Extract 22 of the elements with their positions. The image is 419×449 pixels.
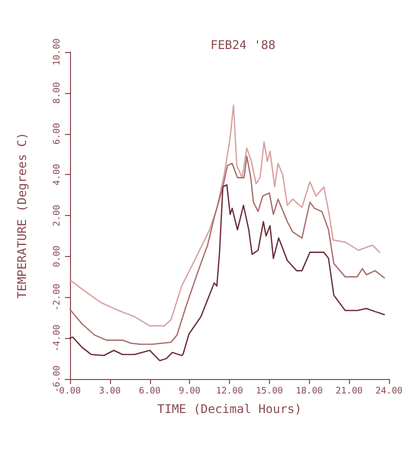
y-tick-label: 8.00 xyxy=(52,82,62,104)
x-tick-label: 21.00 xyxy=(336,386,363,396)
line-series xyxy=(69,184,385,362)
x-tick-label: 6.00 xyxy=(138,386,161,396)
y-tick-label: 2.00 xyxy=(52,204,62,226)
y-tick-label: 4.00 xyxy=(52,164,62,186)
x-tick-label: 12.00 xyxy=(216,386,244,396)
x-tick-label: 9.00 xyxy=(178,386,200,396)
y-tick-label: 10.00 xyxy=(52,38,62,66)
x-tick-label: 24.00 xyxy=(375,386,403,396)
x-axis-title: TIME (Decimal Hours) xyxy=(157,402,302,416)
line-series xyxy=(69,156,385,345)
y-tick-label: -4.00 xyxy=(52,324,62,352)
y-tick-label: 0.00 xyxy=(52,246,62,268)
y-tick-label: -2.00 xyxy=(52,284,62,311)
chart-title: FEB24 '88 xyxy=(210,38,276,52)
y-axis-title: TEMPERATURE (Degrees C) xyxy=(15,132,29,299)
x-tick-label: 18.00 xyxy=(296,386,323,396)
line-series xyxy=(69,104,380,327)
y-tick-label: 6.00 xyxy=(52,122,62,145)
x-tick-label: 3.00 xyxy=(99,386,121,396)
x-tick-label: 15.00 xyxy=(256,386,283,396)
